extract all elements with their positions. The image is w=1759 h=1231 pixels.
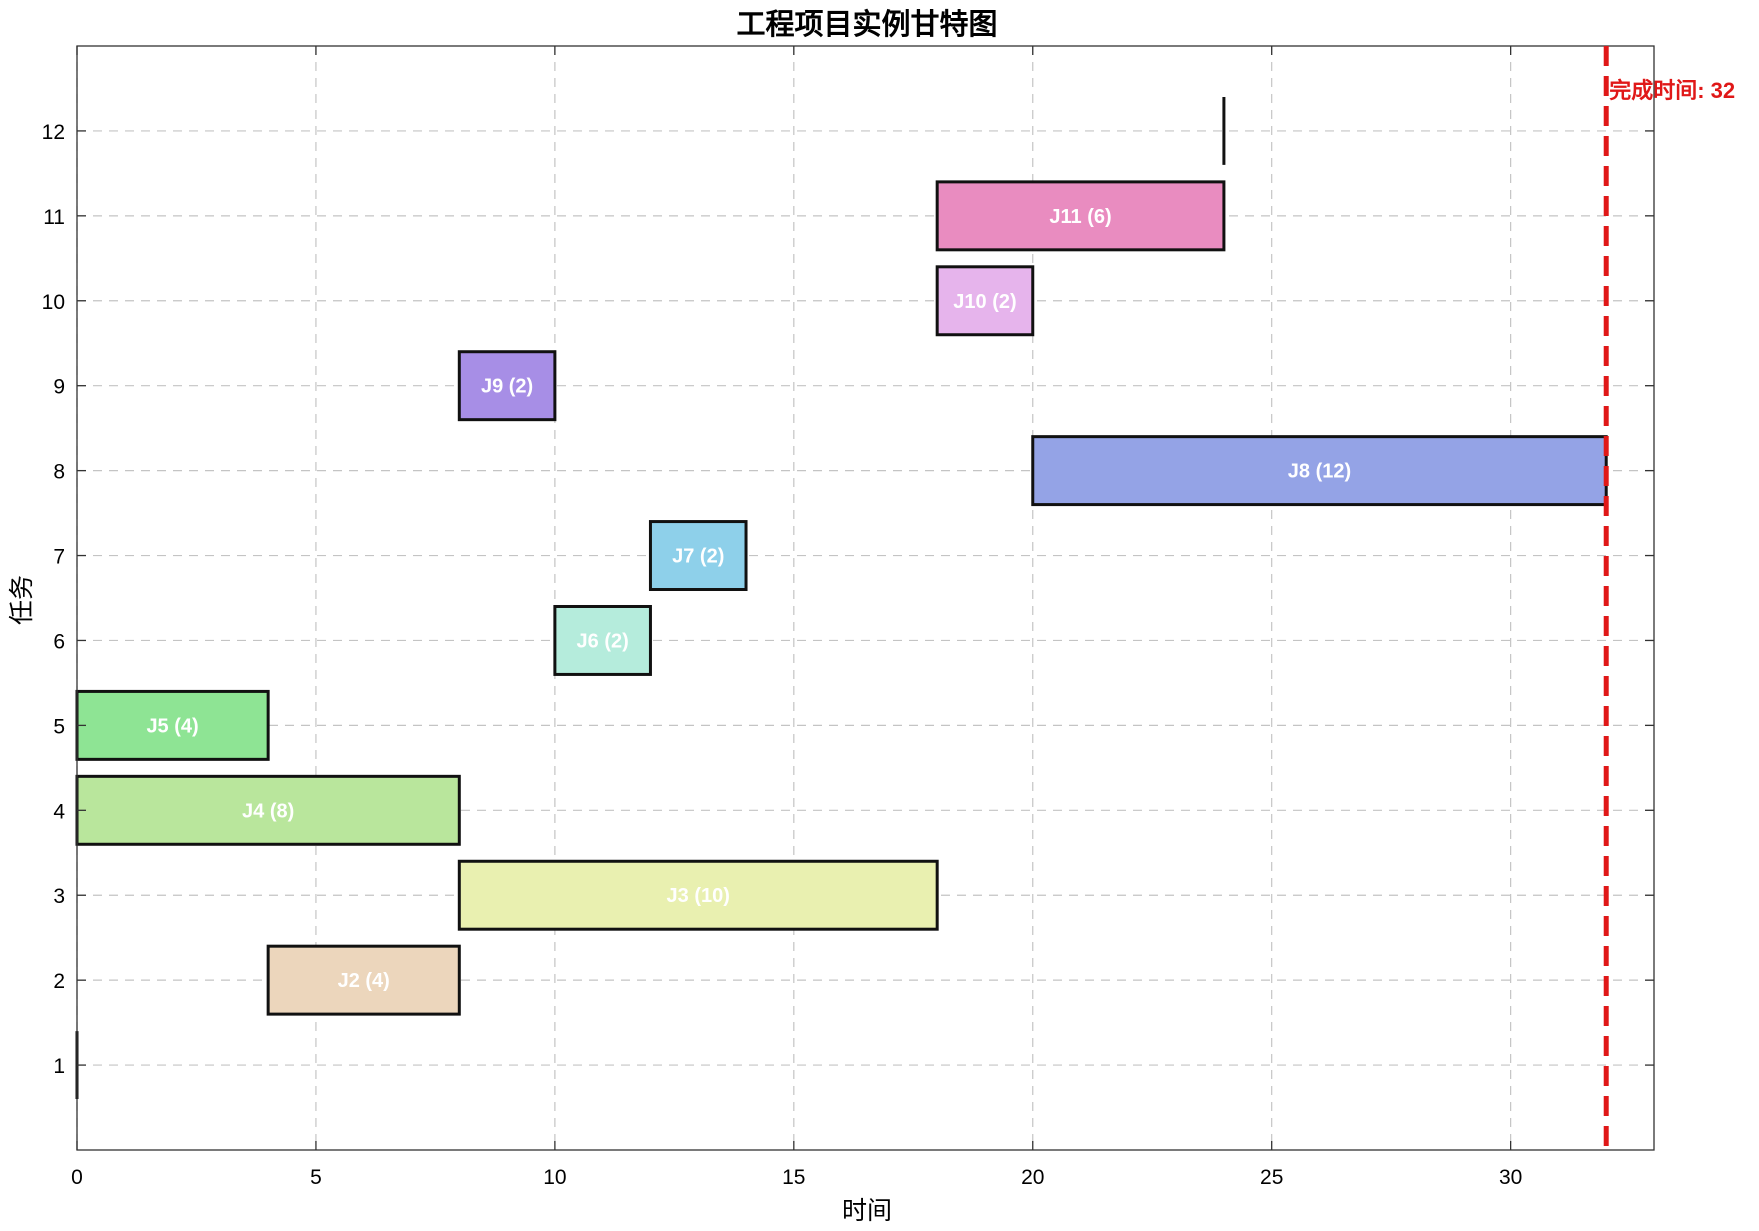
task-bar-label: J11 (6) — [1049, 206, 1111, 228]
task-bar-label: J3 (10) — [667, 885, 730, 907]
chart-title: 工程项目实例甘特图 — [736, 7, 997, 41]
y-axis-title: 任务 — [7, 575, 36, 625]
y-tick-label: 4 — [53, 800, 65, 823]
task-bar — [75, 774, 461, 846]
x-tick-label: 10 — [543, 1166, 566, 1189]
task-bar — [648, 520, 748, 592]
x-tick-label: 5 — [310, 1166, 322, 1189]
task-bar-label: J8 (12) — [1288, 461, 1351, 483]
task-bar — [266, 944, 461, 1016]
x-tick-label: 30 — [1499, 1166, 1522, 1189]
task-bar-label: J4 (8) — [242, 800, 294, 822]
task-bar-label: J7 (2) — [672, 546, 724, 568]
y-tick-label: 12 — [42, 121, 65, 144]
y-tick-label: 5 — [53, 715, 65, 738]
plot-area-frame — [76, 45, 1655, 1151]
y-tick-label: 7 — [53, 546, 65, 569]
x-axis-title: 时间 — [842, 1196, 892, 1225]
task-bars: J2 (4) J3 (10) J4 (8) J5 (4) J6 (2) J7 (2) J8 … — [75, 96, 1608, 1100]
task-bar — [75, 689, 270, 761]
finish-label: 完成时间: 32 — [1609, 78, 1735, 103]
y-tick-label: 11 — [43, 206, 65, 229]
task-bar — [935, 265, 1035, 337]
x-tick-label: 0 — [71, 1166, 83, 1189]
task-bar-label: J5 (4) — [146, 715, 198, 737]
x-tick-label: 25 — [1260, 1166, 1283, 1189]
y-tick-label: 6 — [53, 630, 65, 653]
task-bar-label: J9 (2) — [481, 376, 533, 398]
task-bar — [553, 604, 652, 676]
task-bar-label: J2 (4) — [338, 970, 390, 992]
x-tick-label: 15 — [782, 1166, 805, 1189]
task-bar-label: J6 (2) — [577, 630, 629, 652]
task-bar-label: J10 (2) — [953, 291, 1016, 313]
task-bar — [457, 859, 939, 931]
y-tick-label: 3 — [53, 885, 65, 908]
x-tick-label: 20 — [1021, 1166, 1044, 1189]
y-tick-label: 9 — [53, 376, 65, 399]
finish-marker: 完成时间: 32 — [1603, 46, 1735, 1150]
y-tick-label: 8 — [53, 461, 65, 484]
task-bar — [457, 350, 557, 422]
task-bar — [935, 180, 1226, 252]
y-tick-label: 2 — [53, 970, 65, 993]
y-tick-label: 10 — [42, 291, 65, 314]
y-tick-label: 1 — [53, 1055, 65, 1078]
